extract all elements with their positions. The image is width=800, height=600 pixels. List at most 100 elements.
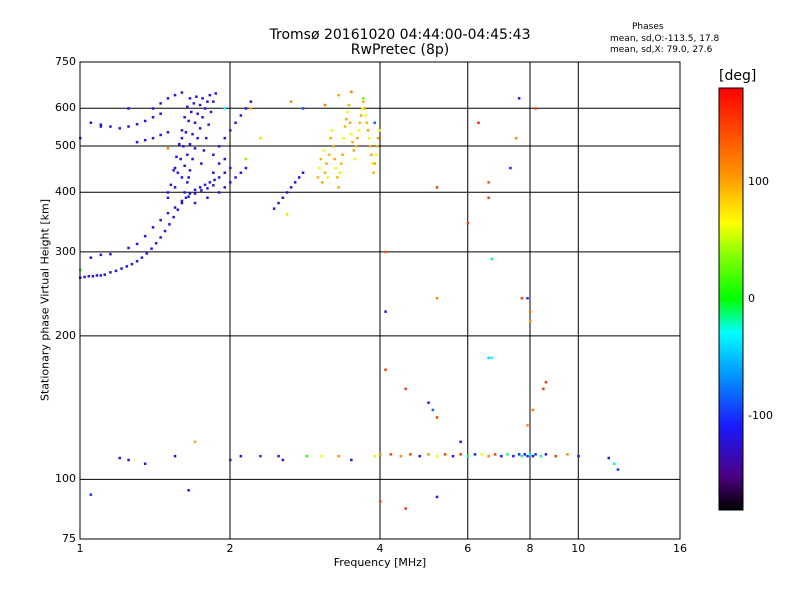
echo-point [180,176,184,179]
echo-point [168,223,171,226]
echo-point [196,136,199,140]
echo-point [159,112,162,115]
echo-point [214,92,217,95]
echo-point [151,226,155,229]
echo-point [172,215,175,219]
echo-point [166,97,170,100]
echo-point [435,454,439,458]
echo-point [389,453,393,456]
echo-point [159,102,162,105]
echo-point [193,147,197,150]
echo-point [418,454,421,458]
echo-point [373,454,376,458]
echo-point [166,131,170,134]
echo-point [176,171,180,174]
echo-point [526,297,529,300]
y-tick-label: 600 [55,101,76,115]
echo-point [337,186,340,189]
echo-point [175,155,178,159]
echo-point [337,93,340,97]
echo-point [103,273,106,276]
echo-point [193,192,197,195]
x-tick-label: 6 [464,542,472,555]
echo-point [544,381,548,384]
echo-point [379,500,382,503]
echo-point [154,242,158,245]
echo-point [384,368,387,371]
echo-point [506,453,509,456]
echo-point [205,136,208,140]
echo-point [338,171,342,174]
echo-point [223,186,226,189]
echo-point [198,186,202,189]
echo-point [209,110,213,114]
echo-point [523,453,526,456]
echo-point [186,105,189,108]
colorbar-tick-label: 0 [748,292,755,305]
echo-point [367,136,371,140]
echo-point [239,114,243,117]
echo-point [127,125,130,128]
echo-point [272,207,276,210]
echo-point [187,195,190,198]
echo-point [99,274,103,277]
echo-point [512,454,515,458]
echo-point [328,153,331,156]
echo-point [203,183,207,187]
echo-point [544,453,548,456]
echo-point [515,136,518,140]
echo-point [135,140,139,144]
echo-point [399,454,403,458]
echo-point [374,153,378,156]
echo-point [217,191,221,194]
echo-point [229,458,232,462]
echo-point [223,107,226,110]
echo-point [127,246,130,250]
echo-point [554,454,557,458]
echo-point [244,157,248,161]
echo-point [297,176,301,179]
echo-point [362,97,365,100]
echo-point [193,188,197,192]
echo-point [206,100,209,103]
phases-legend-o-stats: mean, sd,O:-113.5, 17.8 [610,34,720,44]
echo-point [183,191,186,194]
echo-point [109,252,112,256]
x-tick-label: 8 [526,542,534,555]
x-tick-label: 16 [673,542,687,555]
echo-point [342,136,346,140]
echo-point [188,192,192,195]
echo-point [249,107,253,110]
echo-point [207,123,210,126]
echo-point [184,131,188,134]
echo-point [118,456,121,460]
y-axis-label: Stationary phase Virtual Height [km] [38,198,52,402]
echo-point [196,112,199,115]
echo-point [293,181,297,184]
echo-point [173,206,177,209]
x-tick-label: 1 [76,542,84,555]
echo-point [150,247,153,250]
echo-point [320,454,323,458]
echo-point [435,495,439,499]
echo-point [203,107,207,110]
echo-point [542,387,545,391]
echo-point [487,356,490,360]
echo-point [318,166,321,170]
echo-point [159,133,162,137]
echo-point [466,221,470,225]
echo-point [285,191,289,194]
echo-point [191,157,194,161]
echo-point [289,100,293,103]
echo-point [234,176,237,179]
echo-point [212,184,215,187]
x-tick-label: 2 [226,542,234,555]
echo-point [213,178,216,182]
echo-point [607,456,610,460]
echo-point [289,186,293,189]
echo-point [217,162,221,165]
echo-point [281,196,285,199]
echo-point [277,201,280,205]
echo-point [539,454,543,458]
